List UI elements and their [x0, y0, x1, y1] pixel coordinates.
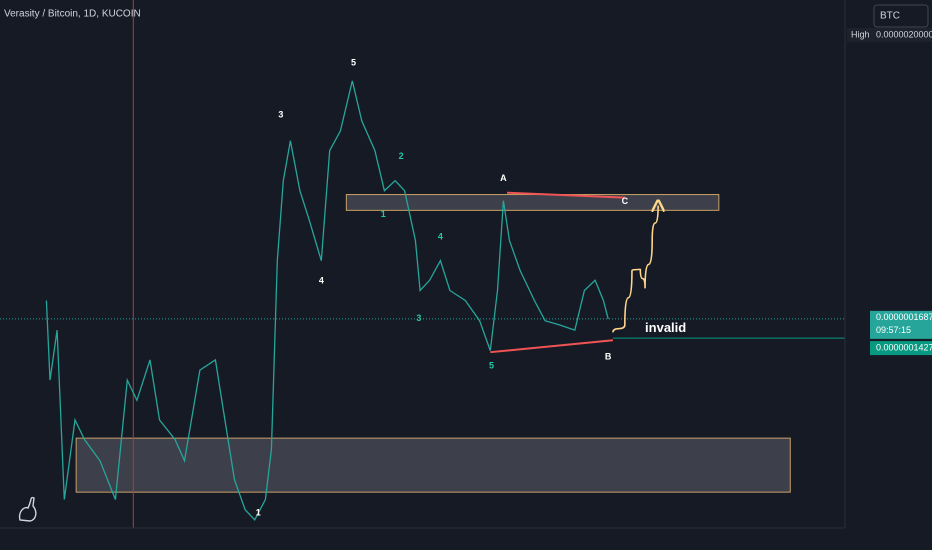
plot: 5 3 4 2 1 4 3 5 A B C 1 invalid: [0, 0, 845, 528]
annotation: 4: [438, 232, 443, 242]
countdown-label: 09:57:15: [876, 325, 911, 335]
logo[interactable]: [18, 496, 37, 522]
annotation: 3: [278, 109, 283, 119]
annotation: 3: [416, 313, 421, 323]
time-axis: [0, 528, 845, 550]
currency-button[interactable]: [873, 4, 929, 28]
annotation: 4: [319, 276, 324, 286]
currency-label[interactable]: BTC: [880, 11, 900, 22]
last-price-label: 0.0000001687: [876, 312, 932, 322]
trendline: [490, 339, 614, 354]
high-label: High: [851, 29, 870, 39]
annotation: invalid: [645, 320, 686, 335]
price-axis: [845, 0, 932, 550]
annotation: B: [605, 352, 612, 362]
zone-box: [75, 437, 791, 493]
hline-label: 0.0000001427: [876, 342, 932, 352]
annotation: 1: [381, 209, 386, 219]
chart-title: Verasity / Bitcoin, 1D, KUCOIN: [4, 9, 141, 20]
zone-box: [345, 194, 720, 211]
annotation: 1: [256, 507, 261, 517]
hline-tag: [870, 341, 932, 356]
annotation: C: [622, 196, 629, 206]
projection-curve: [612, 206, 658, 333]
price-line: [45, 80, 609, 522]
last-price-tag: [870, 310, 932, 339]
axes: High 0.0000020000 0.0000001687 09:57:15 0.00…: [847, 27, 932, 356]
annotation: A: [500, 173, 507, 183]
annotation: 2: [399, 151, 404, 161]
annotation: 5: [489, 361, 494, 371]
trendline: [506, 191, 625, 199]
high-tag: [847, 27, 932, 42]
high-value: 0.0000020000: [876, 29, 932, 39]
annotation: 5: [351, 57, 356, 67]
